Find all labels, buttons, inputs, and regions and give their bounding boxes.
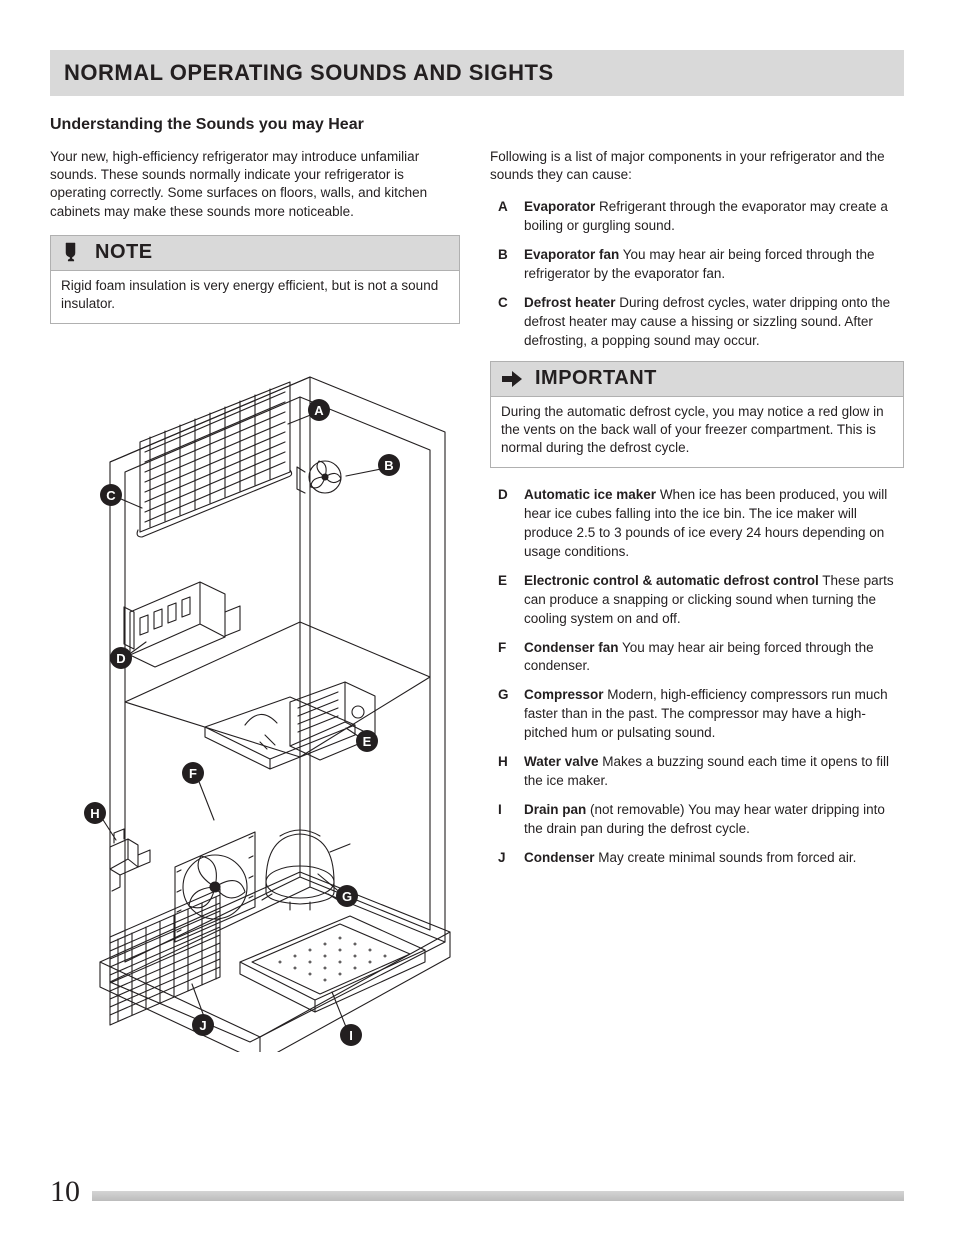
list-item: A Evaporator Refrigerant through the evap… — [498, 198, 904, 236]
note-body: Rigid foam insulation is very energy eff… — [51, 271, 459, 323]
two-column-layout: Your new, high-efficiency refrigerator m… — [50, 148, 904, 1042]
page-footer: 10 — [50, 1169, 904, 1205]
item-letter: H — [498, 753, 514, 791]
refrigerator-diagram: A B C D E F G H I J — [50, 342, 460, 1042]
item-letter: C — [498, 294, 514, 351]
item-letter: D — [498, 486, 514, 562]
item-text: Evaporator fan You may hear air being fo… — [524, 246, 904, 284]
item-text: Defrost heater During defrost cycles, wa… — [524, 294, 904, 351]
item-text: Evaporator Refrigerant through the evapo… — [524, 198, 904, 236]
item-text: Water valve Makes a buzzing sound each t… — [524, 753, 904, 791]
item-text: Condenser May create minimal sounds from… — [524, 849, 856, 868]
intro-paragraph-right: Following is a list of major components … — [490, 148, 904, 184]
list-item: I Drain pan (not removable) You may hear … — [498, 801, 904, 839]
footer-bar — [92, 1191, 904, 1201]
important-callout: IMPORTANT During the automatic defrost c… — [490, 361, 904, 469]
intro-paragraph-left: Your new, high-efficiency refrigerator m… — [50, 148, 460, 221]
important-body: During the automatic defrost cycle, you … — [491, 397, 903, 468]
note-header: NOTE — [51, 236, 459, 271]
item-letter: F — [498, 639, 514, 677]
list-item: F Condenser fan You may hear air being fo… — [498, 639, 904, 677]
important-label: IMPORTANT — [535, 367, 657, 390]
item-text: Automatic ice maker When ice has been pr… — [524, 486, 904, 562]
list-item: B Evaporator fan You may hear air being f… — [498, 246, 904, 284]
diagram-svg — [50, 342, 460, 1052]
component-list-bottom: DAutomatic ice maker When ice has been p… — [490, 486, 904, 867]
item-letter: J — [498, 849, 514, 868]
item-text: Drain pan (not removable) You may hear w… — [524, 801, 904, 839]
list-item: H Water valve Makes a buzzing sound each … — [498, 753, 904, 791]
note-label: NOTE — [95, 241, 153, 264]
item-letter: I — [498, 801, 514, 839]
list-item: DAutomatic ice maker When ice has been p… — [498, 486, 904, 562]
note-callout: NOTE Rigid foam insulation is very energ… — [50, 235, 460, 324]
right-column: Following is a list of major components … — [490, 148, 904, 1042]
component-list-top: A Evaporator Refrigerant through the evap… — [490, 198, 904, 350]
list-item: EElectronic control & automatic defrost … — [498, 572, 904, 629]
item-letter: A — [498, 198, 514, 236]
arrow-right-icon — [499, 366, 525, 392]
section-header: NORMAL OPERATING SOUNDS AND SIGHTS — [50, 50, 904, 96]
left-column: Your new, high-efficiency refrigerator m… — [50, 148, 460, 1042]
item-letter: G — [498, 686, 514, 743]
important-header: IMPORTANT — [491, 362, 903, 397]
page-number: 10 — [50, 1175, 80, 1209]
note-icon — [59, 240, 85, 266]
list-item: CDefrost heater During defrost cycles, w… — [498, 294, 904, 351]
list-item: J Condenser May create minimal sounds fro… — [498, 849, 904, 868]
item-text: Condenser fan You may hear air being for… — [524, 639, 904, 677]
item-text: Compressor Modern, high-efficiency compr… — [524, 686, 904, 743]
list-item: GCompressor Modern, high-efficiency comp… — [498, 686, 904, 743]
item-letter: B — [498, 246, 514, 284]
section-title: NORMAL OPERATING SOUNDS AND SIGHTS — [64, 60, 890, 86]
item-text: Electronic control & automatic defrost c… — [524, 572, 904, 629]
subheading: Understanding the Sounds you may Hear — [50, 116, 904, 134]
item-letter: E — [498, 572, 514, 629]
